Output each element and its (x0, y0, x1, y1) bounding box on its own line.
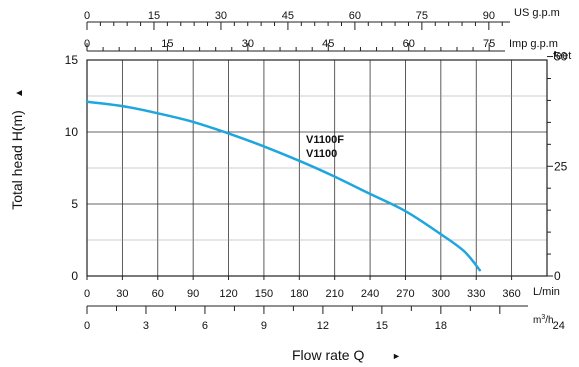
y-tick-label: 10 (65, 125, 79, 139)
x-axis-title-arrow: ► (392, 351, 401, 361)
us-gpm-tick-label: 60 (349, 10, 361, 22)
imp-gpm-tick-label: 60 (403, 38, 415, 50)
us-gpm-tick-label: 90 (483, 10, 495, 22)
x-axis-m3h-unit-sup: 3 (541, 314, 545, 321)
y-axis-title-arrow: ▲ (14, 88, 25, 98)
y-axis-left: 0 5 10 15 (65, 53, 79, 283)
y-axis-right-unit: feet (553, 50, 571, 62)
x-tick-label: 210 (326, 288, 344, 300)
y-axis-right: feet 0 25 50 (547, 50, 571, 283)
x-tick-label: 240 (361, 288, 379, 300)
x-axis-m3h-unit-base: m (533, 315, 541, 326)
x-tick-label: 360 (502, 288, 520, 300)
series-label-v1100: V1100 (306, 148, 337, 160)
x-axis-title: Flow rate Q (292, 347, 364, 363)
x-axis-lmin: L/min 0 30 60 90 120 150 180 210 240 270 300 330 360 (84, 276, 560, 300)
x-axis-imp-gpm-unit: Imp g.p.m (509, 38, 558, 50)
us-gpm-tick-label: 15 (148, 10, 160, 22)
us-gpm-tick-label: 0 (84, 10, 90, 22)
x-tick-label: 90 (187, 288, 199, 300)
imp-gpm-tick-label: 30 (242, 38, 254, 50)
x-tick-label: 0 (84, 288, 90, 300)
x-tick-label: 150 (255, 288, 273, 300)
x-axis-imp-gpm: Imp g.p.m 0 15 30 45 60 75 (84, 38, 558, 52)
x-axis-lmin-unit: L/min (533, 286, 560, 298)
x-axis-m3h-unit: m3/h (533, 314, 554, 326)
imp-gpm-tick-label: 0 (84, 38, 90, 50)
imp-gpm-tick-label: 15 (161, 38, 173, 50)
series-label-v1100f: V1100F (306, 134, 344, 146)
y-axis-title: Total head H(m) (9, 110, 25, 210)
x-tick-label: 300 (432, 288, 450, 300)
imp-gpm-tick-label: 45 (322, 38, 334, 50)
x-axis-us-gpm-unit: US g.p.m (514, 7, 560, 19)
performance-curve (85, 100, 482, 272)
y-tick-label: 15 (65, 53, 79, 67)
x-tick-label: 120 (219, 288, 237, 300)
x-axis-m3h: m3/h 0 3 6 9 12 15 18 24 (84, 305, 565, 332)
x-tick-label: 30 (116, 288, 128, 300)
m3h-tick-label: 15 (376, 320, 388, 332)
imp-gpm-tick-label: 75 (483, 38, 495, 50)
x-tick-label: 330 (467, 288, 485, 300)
m3h-tick-label: 6 (202, 320, 208, 332)
m3h-tick-label: 24 (553, 320, 565, 332)
plot-grid (87, 60, 547, 276)
y-tick-label: 0 (71, 269, 78, 283)
m3h-tick-label: 12 (317, 320, 329, 332)
plot-frame (86, 59, 548, 277)
x-axis-us-gpm: US g.p.m 0 15 30 45 60 75 90 (84, 7, 560, 30)
y-tick-label: 5 (71, 197, 78, 211)
m3h-tick-label: 3 (143, 320, 149, 332)
us-gpm-tick-label: 30 (215, 10, 227, 22)
y-right-tick-label: 0 (554, 269, 561, 283)
us-gpm-tick-label: 75 (416, 10, 428, 22)
x-tick-label: 270 (396, 288, 414, 300)
x-axis-m3h-unit-tail: /h (545, 315, 553, 326)
x-tick-label: 60 (152, 288, 164, 300)
m3h-tick-label: 0 (84, 320, 90, 332)
m3h-tick-label: 18 (435, 320, 447, 332)
m3h-tick-label: 9 (261, 320, 267, 332)
us-gpm-tick-label: 45 (282, 10, 294, 22)
x-tick-label: 180 (290, 288, 308, 300)
y-right-tick-label: 25 (554, 159, 568, 173)
y-right-tick-label: 50 (554, 50, 568, 64)
